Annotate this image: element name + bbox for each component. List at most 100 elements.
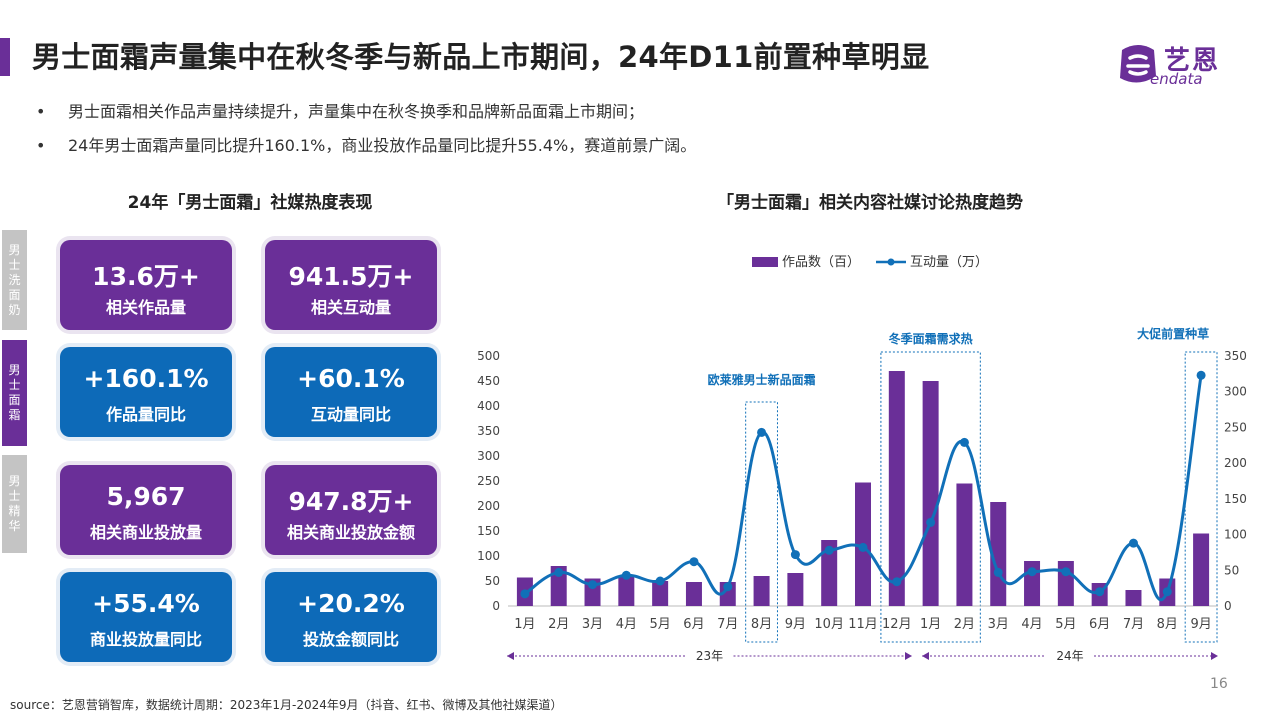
- stats-heading: 24年「男士面霜」社媒热度表现: [127, 193, 373, 213]
- bar: [685, 582, 702, 606]
- bar: [1125, 590, 1142, 606]
- page-number: 16: [1210, 676, 1228, 692]
- x-tick-label: 7月: [717, 617, 738, 632]
- stat-card-interactions-yoy: +60.1% 互动量同比: [265, 347, 437, 437]
- bar: [1193, 533, 1210, 606]
- side-tab-char: 面: [8, 287, 21, 302]
- stat-label: 相关商业投放量: [89, 523, 202, 542]
- side-tab-char: 士: [8, 257, 21, 272]
- line-point: [1196, 370, 1206, 380]
- side-tab-char: 男: [8, 363, 21, 377]
- y-left-tick-label: 500: [477, 349, 500, 363]
- stat-value: 13.6万+: [92, 262, 200, 291]
- stat-value: +55.4%: [92, 589, 200, 618]
- y-right-tick-label: 0: [1224, 599, 1232, 613]
- x-tick-label: 2月: [548, 617, 569, 632]
- x-tick-label: 5月: [1055, 617, 1076, 632]
- line-point: [1061, 567, 1071, 577]
- side-tab-char: 精: [8, 504, 21, 518]
- line-point: [1027, 567, 1037, 577]
- x-tick-label: 2月: [954, 617, 975, 632]
- y-left-tick-label: 400: [477, 399, 500, 413]
- stat-label: 商业投放量同比: [89, 630, 202, 649]
- year-label: 24年: [1056, 649, 1083, 663]
- bar: [618, 576, 635, 606]
- side-tab-char: 士: [8, 378, 21, 392]
- source-note: source：艺恩营销智库，数据统计周期：2023年1月-2024年9月（抖音、…: [10, 698, 563, 712]
- bullet-list: • 男士面霜相关作品声量持续提升，声量集中在秋冬换季和品牌新品面霜上市期间； •…: [36, 101, 696, 169]
- line-point: [554, 567, 564, 577]
- title-accent-bar: [0, 38, 10, 76]
- annotation-label: 欧莱雅男士新品面霜: [708, 372, 816, 387]
- logo: 艺恩 endata: [1112, 38, 1242, 90]
- line-point: [588, 580, 598, 590]
- stat-card-ad-amount-yoy: +20.2% 投放金额同比: [265, 572, 437, 662]
- y-left-tick-label: 300: [477, 449, 500, 463]
- x-tick-label: 10月: [814, 617, 844, 632]
- bullet-text: 24年男士面霜声量同比提升160.1%，商业投放作品量同比提升55.4%，赛道前…: [68, 136, 697, 155]
- x-tick-label: 9月: [785, 617, 806, 632]
- stat-card-works-yoy: +160.1% 作品量同比: [60, 347, 232, 437]
- stat-label: 作品量同比: [105, 405, 186, 424]
- stat-card-ad-count-yoy: +55.4% 商业投放量同比: [60, 572, 232, 662]
- side-tab-face-cream[interactable]: 男士面霜: [2, 340, 27, 446]
- annotation-box: [1184, 351, 1218, 643]
- line-point: [1162, 587, 1172, 597]
- year-range-arrow-right: [1211, 652, 1218, 660]
- legend-line-label: 互动量（万）: [910, 255, 988, 270]
- x-tick-label: 9月: [1190, 617, 1211, 632]
- chart-heading: 「男士面霜」相关内容社媒讨论热度趋势: [717, 193, 1023, 213]
- line-point: [1128, 538, 1138, 548]
- y-left-tick-label: 0: [492, 599, 500, 613]
- stat-card-ad-amount: 947.8万+ 相关商业投放金额: [265, 465, 437, 555]
- line-point: [824, 545, 834, 555]
- stat-value: +60.1%: [297, 364, 405, 393]
- line-point: [689, 557, 699, 567]
- y-right-tick-label: 50: [1224, 563, 1239, 577]
- bar: [652, 581, 669, 606]
- line-point: [1095, 587, 1105, 597]
- x-tick-label: 1月: [514, 617, 535, 632]
- annotation-label: 冬季面霜需求热: [889, 331, 973, 346]
- line-point: [959, 437, 969, 447]
- side-tab-char: 洗: [8, 272, 21, 287]
- side-tab-cleanser[interactable]: 男士洗面奶: [2, 230, 27, 330]
- line-point: [892, 577, 902, 587]
- bar: [787, 573, 804, 606]
- x-tick-label: 1月: [920, 617, 941, 632]
- y-left-tick-label: 450: [477, 374, 500, 388]
- side-tab-char: 华: [8, 519, 21, 533]
- x-tick-label: 8月: [751, 617, 772, 632]
- y-right-tick-label: 100: [1224, 528, 1247, 542]
- y-right-tick-label: 250: [1224, 420, 1247, 434]
- trend-chart: 作品数（百） 互动量（万） 0 50 100 150 200 250 300 350 400 450 5…: [477, 255, 1247, 663]
- stat-label: 投放金额同比: [302, 630, 399, 649]
- stat-value: 941.5万+: [288, 262, 414, 291]
- stat-label: 互动量同比: [310, 405, 391, 424]
- year-range-arrow-left: [922, 652, 929, 660]
- annotation-label: 大促前置种草: [1137, 326, 1209, 341]
- x-tick-label: 4月: [1021, 617, 1042, 632]
- legend-bar-swatch: [752, 257, 778, 267]
- y-left-tick-label: 100: [477, 549, 500, 563]
- bar: [956, 483, 973, 606]
- y-right-tick-label: 200: [1224, 456, 1247, 470]
- stat-value: 947.8万+: [288, 487, 414, 516]
- bar: [888, 371, 905, 606]
- stat-value: +160.1%: [83, 364, 209, 393]
- stat-card-interactions: 941.5万+ 相关互动量: [265, 240, 437, 330]
- line-point: [926, 517, 936, 527]
- stat-label: 相关互动量: [310, 298, 391, 317]
- side-tab-serum[interactable]: 男士精华: [2, 455, 27, 553]
- bar: [821, 540, 838, 606]
- stat-value: +20.2%: [297, 589, 405, 618]
- legend-bar-label: 作品数（百）: [782, 255, 860, 270]
- line-point: [790, 550, 800, 560]
- y-left-tick-label: 200: [477, 499, 500, 513]
- y-left-tick-label: 250: [477, 474, 500, 488]
- y-left-tick-label: 50: [485, 574, 500, 588]
- bullet-dot-icon: •: [36, 136, 46, 155]
- bullet-item: • 24年男士面霜声量同比提升160.1%，商业投放作品量同比提升55.4%，赛…: [36, 135, 696, 169]
- x-tick-label: 11月: [848, 617, 878, 632]
- stat-card-works: 13.6万+ 相关作品量: [60, 240, 232, 330]
